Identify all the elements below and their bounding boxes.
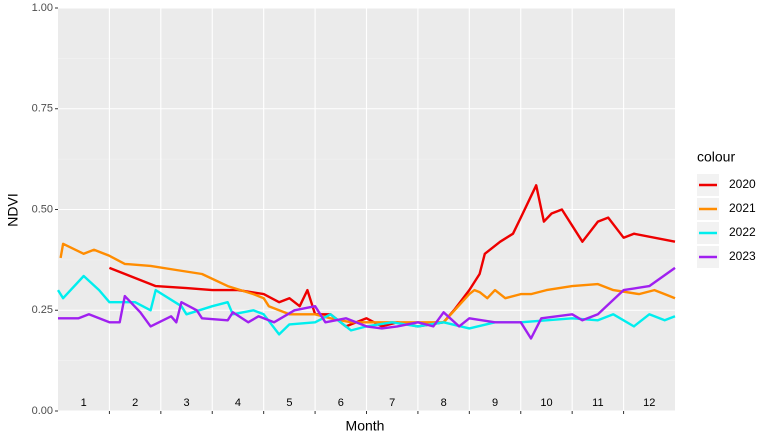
legend-label: 2021 [729, 201, 756, 215]
y-tick-label: 0.25 [32, 304, 53, 316]
legend-title: colour [697, 149, 735, 165]
month-label: 7 [389, 397, 395, 409]
month-label: 3 [183, 397, 189, 409]
y-tick-label: 1.00 [32, 2, 53, 14]
month-label: 9 [492, 397, 498, 409]
month-label: 6 [338, 397, 344, 409]
x-axis-title: Month [346, 418, 385, 434]
month-label: 11 [592, 397, 603, 409]
marks [56, 184, 676, 340]
y-tick-label: 0.75 [32, 103, 53, 115]
month-label: 1 [81, 397, 87, 409]
y-axis-title: NDVI [5, 193, 21, 226]
month-label: 8 [441, 397, 447, 409]
month-label: 10 [540, 397, 552, 409]
month-label: 5 [286, 397, 292, 409]
month-label: 12 [643, 397, 655, 409]
y-tick-label: 0.50 [32, 203, 53, 215]
grid: 0.000.250.500.751.001 2 3 4 5 6 7 8 9 10 11 12 [32, 2, 675, 417]
month-label: 2 [132, 397, 138, 409]
legend-label: 2020 [729, 177, 756, 191]
series-line [58, 266, 676, 340]
legend-label: 2022 [729, 225, 756, 239]
legend-label: 2023 [729, 249, 756, 263]
y-tick-label: 0.00 [32, 405, 53, 417]
legend: 2020 2021 2022 2023 [697, 174, 756, 268]
month-label: 4 [235, 397, 241, 409]
